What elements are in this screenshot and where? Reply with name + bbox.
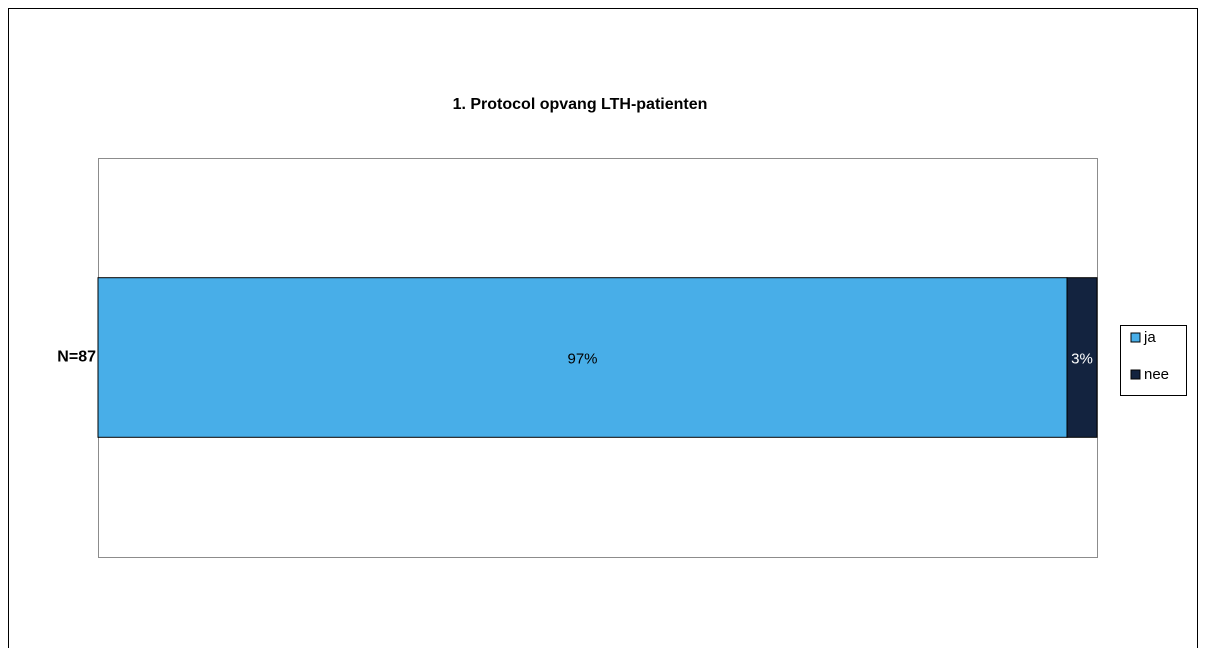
chart-title: 1. Protocol opvang LTH-patienten: [453, 96, 708, 113]
bar-segment: [97, 277, 1068, 438]
bar-segment: [1066, 277, 1098, 438]
category-label: N=87: [57, 349, 96, 366]
legend-label: ja: [1143, 329, 1156, 346]
legend-swatch: [1130, 332, 1141, 343]
data-label: 97%: [567, 350, 597, 367]
legend-label: nee: [1144, 366, 1169, 383]
data-label: 3%: [1071, 350, 1093, 367]
legend-swatch: [1130, 369, 1141, 380]
